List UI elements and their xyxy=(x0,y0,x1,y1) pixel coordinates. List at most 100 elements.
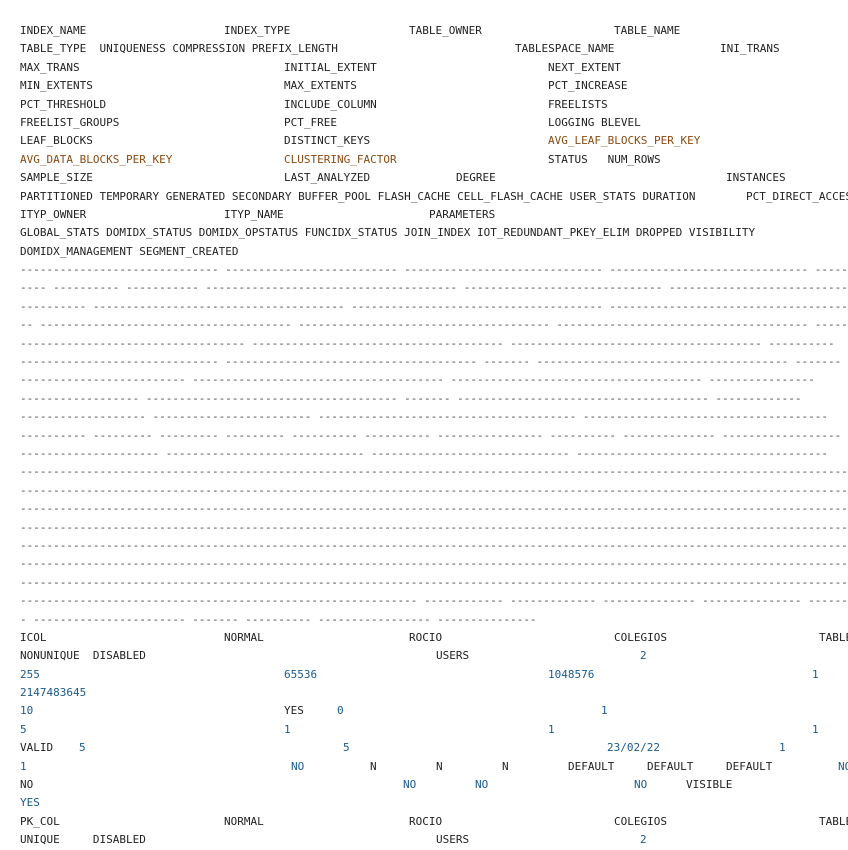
header-line: LEAF_BLOCKS DISTINCT_KEYS AVG_LEAF_BLOCKS_… xyxy=(20,132,848,150)
header-line-cell: FREELIST_GROUPS xyxy=(20,115,120,129)
result-line: UNIQUE DISABLED USERS 2 xyxy=(20,831,848,849)
result-line: NONUNIQUE DISABLED USERS 2 xyxy=(20,647,848,665)
result-line-cell: USERS xyxy=(436,649,470,663)
result-line-cell: 10 xyxy=(20,704,34,718)
separator-line: ------------------ ---------------------… xyxy=(20,391,802,405)
header-line-cell: ITYP_OWNER xyxy=(20,207,87,221)
result-rows-block: ICOLNORMALROCIOCOLEGIOSTABLENONUNIQUE DI… xyxy=(20,629,848,850)
header-line-cell: PARTITIONED TEMPORARY GENERATED SECONDAR… xyxy=(20,189,696,203)
header-line-cell: LOGGING BLEVEL xyxy=(548,115,641,129)
separator-line: ---------- --------- --------- ---------… xyxy=(20,428,842,442)
column-header-block: INDEX_NAME INDEX_TYPE TABLE_OWNER TABLE_NAM… xyxy=(20,22,848,261)
header-line-cell: CLUSTERING_FACTOR xyxy=(284,152,397,166)
separator-line: ----------------------------------------… xyxy=(20,520,848,534)
result-line-cell: 1 xyxy=(812,667,819,681)
result-line-cell: 5 xyxy=(79,741,86,755)
header-line-cell: TABLE_OWNER xyxy=(409,24,482,37)
header-line-cell: LEAF_BLOCKS xyxy=(20,134,93,148)
separator-line: - ----------------------- ------- ------… xyxy=(20,612,537,626)
header-line-cell: DEGREE xyxy=(456,171,496,185)
separator-line: ---- ---------- ----------- ------------… xyxy=(20,281,848,295)
header-line-cell: INI_TRANS xyxy=(720,42,780,56)
result-line-cell: DEFAULT xyxy=(726,759,773,773)
header-line-cell: FREELISTS xyxy=(548,97,608,111)
header-line-cell: TABLE_NAME xyxy=(614,24,681,37)
result-line-cell: DEFAULT xyxy=(568,759,615,773)
result-line-cell: ROCIO xyxy=(409,814,443,828)
header-line-cell: DOMIDX_MANAGEMENT SEGMENT_CREATED xyxy=(20,244,239,258)
separator-line: --------------------- ------------------… xyxy=(20,446,828,460)
result-line-cell: NO xyxy=(634,778,648,792)
result-line: PK_COL NORMAL ROCIO COLEGIOS TABLE xyxy=(20,813,848,831)
result-line-cell: NO xyxy=(291,759,305,773)
result-line: NO NO NO NO VISIBLE xyxy=(20,776,848,794)
result-line-cell: 255 xyxy=(20,667,40,681)
header-line-cell: MAX_EXTENTS xyxy=(284,79,357,93)
result-line-cell: N xyxy=(370,759,377,773)
separator-line: ----------------------------------------… xyxy=(20,557,848,571)
result-line-cell: 2 xyxy=(640,649,647,663)
result-line-cell: NO xyxy=(838,759,848,773)
result-line-cell: 1 xyxy=(812,722,819,736)
header-line-cell: NEXT_EXTENT xyxy=(548,60,621,74)
header-line-cell: AVG_LEAF_BLOCKS_PER_KEY xyxy=(548,134,701,148)
header-line: ITYP_OWNER ITYP_NAME PARAMETERS xyxy=(20,206,848,224)
header-line: AVG_DATA_BLOCKS_PER_KEY CLUSTERING_FACTOR… xyxy=(20,151,848,169)
header-line-cell: INCLUDE_COLUMN xyxy=(284,97,377,111)
result-line: 1 NO N N N DEFAULT DEFAULT DEFAULT NO xyxy=(20,758,848,776)
result-line-cell: 1048576 xyxy=(548,667,595,681)
result-line-cell: COLEGIOS xyxy=(614,630,667,644)
header-line: GLOBAL_STATS DOMIDX_STATUS DOMIDX_OPSTAT… xyxy=(20,224,848,242)
result-line: 2147483645 xyxy=(20,684,848,702)
result-line: YES xyxy=(20,794,848,812)
result-line-cell: NO xyxy=(475,778,489,792)
result-line-cell: NO xyxy=(20,778,34,792)
separator-line: ------------------------------ ---------… xyxy=(20,355,842,369)
result-line-cell: USERS xyxy=(436,833,470,847)
result-line-cell: N xyxy=(502,759,509,773)
header-line: SAMPLE_SIZE LAST_ANALYZED DEGREE INSTANCES xyxy=(20,169,848,187)
header-line-cell: STATUS NUM_ROWS xyxy=(548,152,661,166)
header-line-cell: LAST_ANALYZED xyxy=(284,171,371,185)
header-line: MAX_TRANS INITIAL_EXTENT NEXT_EXTENT xyxy=(20,59,848,77)
result-line-cell: 1 xyxy=(284,722,291,736)
result-line-cell: 2 xyxy=(640,833,647,847)
header-line-cell: AVG_DATA_BLOCKS_PER_KEY xyxy=(20,152,173,166)
separator-line: ----------------------------------------… xyxy=(20,465,848,479)
result-line: 255 65536 1048576 1 xyxy=(20,666,848,684)
result-line-cell: NO xyxy=(403,778,417,792)
header-line: PARTITIONED TEMPORARY GENERATED SECONDAR… xyxy=(20,188,848,206)
result-line-cell: 5 xyxy=(343,741,350,755)
separator-line: ---------- -----------------------------… xyxy=(20,299,848,313)
header-line-cell: PCT_FREE xyxy=(284,115,337,129)
result-line-cell: 65536 xyxy=(284,667,318,681)
header-line: INDEX_NAME INDEX_TYPE TABLE_OWNER TABLE_NAM… xyxy=(20,22,848,40)
result-line-cell: YES xyxy=(20,796,40,810)
result-line-cell: VISIBLE xyxy=(686,778,733,792)
header-line-cell: INITIAL_EXTENT xyxy=(284,60,377,74)
header-line-cell: MIN_EXTENTS xyxy=(20,79,93,93)
header-line-cell: TABLESPACE_NAME xyxy=(515,42,615,56)
header-line-cell: PCT_INCREASE xyxy=(548,79,628,93)
header-line-cell: TABLE_TYPE UNIQUENESS COMPRESSION PREFIX… xyxy=(20,42,338,56)
result-line-cell: DEFAULT xyxy=(647,759,694,773)
result-line-cell: 1 xyxy=(779,741,786,755)
header-line-cell: PARAMETERS xyxy=(429,207,496,221)
result-line-cell: NORMAL xyxy=(224,814,264,828)
result-line-cell: ROCIO xyxy=(409,630,443,644)
separator-line: ----------------------------------------… xyxy=(20,594,848,608)
result-line-cell: PK_COL xyxy=(20,814,60,828)
header-line-cell: INDEX_TYPE xyxy=(224,24,291,37)
header-line-cell: SAMPLE_SIZE xyxy=(20,171,93,185)
result-line: VALID 5 5 23/02/22 1 xyxy=(20,739,848,757)
header-line: DOMIDX_MANAGEMENT SEGMENT_CREATED xyxy=(20,243,848,261)
result-line: ICOL NORMAL ROCIO COLEGIOS TABLE xyxy=(20,629,848,647)
header-line-cell: GLOBAL_STATS DOMIDX_STATUS DOMIDX_OPSTAT… xyxy=(20,226,756,240)
result-line-cell: VALID xyxy=(20,741,54,755)
result-line-cell: COLEGIOS xyxy=(614,814,667,828)
separator-line: ------------------------- --------------… xyxy=(20,373,815,387)
result-line-cell: TABLE xyxy=(819,814,848,828)
header-line-cell: PCT_DIRECT_ACCESS xyxy=(746,189,848,203)
header-line-cell: MAX_TRANS xyxy=(20,60,80,74)
header-line: MIN_EXTENTS MAX_EXTENTS PCT_INCREASE xyxy=(20,77,848,95)
